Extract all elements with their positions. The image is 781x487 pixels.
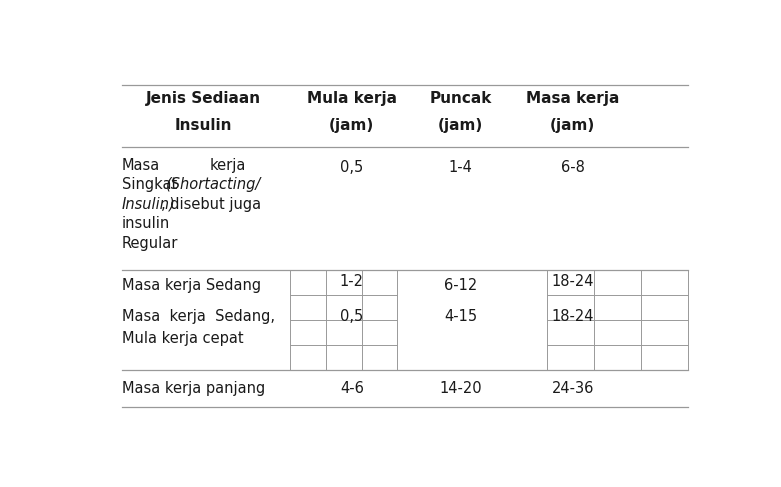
Text: (Shortacting/: (Shortacting/ <box>166 177 262 192</box>
Text: (jam): (jam) <box>330 117 374 132</box>
Bar <box>290 270 398 371</box>
Text: (jam): (jam) <box>438 117 483 132</box>
Text: (jam): (jam) <box>550 117 595 132</box>
Text: Mula kerja cepat: Mula kerja cepat <box>122 331 244 346</box>
Text: 4-15: 4-15 <box>444 309 477 324</box>
Text: 0,5: 0,5 <box>341 309 363 324</box>
Text: Masa: Masa <box>122 158 160 173</box>
Text: 6-12: 6-12 <box>444 278 477 293</box>
Text: Insulin: Insulin <box>175 117 232 132</box>
Bar <box>547 270 688 371</box>
Text: 14-20: 14-20 <box>440 381 482 396</box>
Text: Masa  kerja  Sedang,: Masa kerja Sedang, <box>122 309 275 324</box>
Text: Mula kerja: Mula kerja <box>307 91 397 106</box>
Text: 0,5: 0,5 <box>341 160 363 175</box>
Text: Jenis Sediaan: Jenis Sediaan <box>146 91 261 106</box>
Text: 1-4: 1-4 <box>449 160 473 175</box>
Text: Regular: Regular <box>122 236 178 251</box>
Text: Puncak: Puncak <box>430 91 492 106</box>
Text: kerja: kerja <box>209 158 246 173</box>
Text: 24-36: 24-36 <box>551 381 594 396</box>
Text: 18-24: 18-24 <box>551 274 594 289</box>
Text: Insulin): Insulin) <box>122 197 176 212</box>
Text: Masa kerja: Masa kerja <box>526 91 619 106</box>
Text: 1-2: 1-2 <box>340 274 364 289</box>
Text: 18-24: 18-24 <box>551 309 594 324</box>
Text: Singkat: Singkat <box>122 177 177 192</box>
Text: Masa kerja Sedang: Masa kerja Sedang <box>122 278 261 293</box>
Text: Masa kerja panjang: Masa kerja panjang <box>122 381 265 396</box>
Text: insulin: insulin <box>122 216 170 231</box>
Text: , disebut juga: , disebut juga <box>161 197 262 212</box>
Text: 4-6: 4-6 <box>340 381 364 396</box>
Text: 6-8: 6-8 <box>561 160 585 175</box>
